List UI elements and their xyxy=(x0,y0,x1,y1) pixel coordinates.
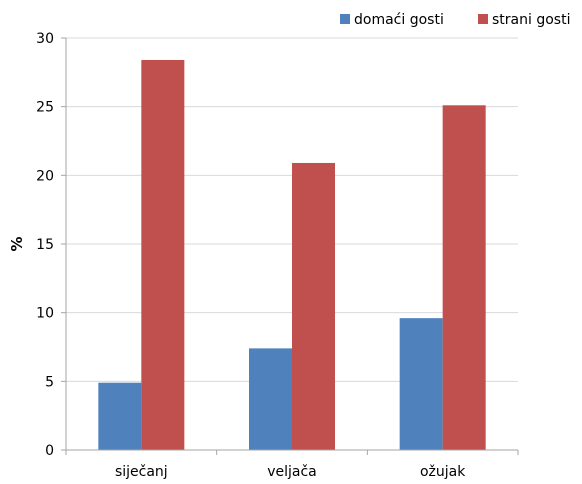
y-axis-title: % xyxy=(8,236,26,251)
x-category-label: ožujak xyxy=(420,464,466,480)
y-tick-label: 30 xyxy=(36,31,54,47)
bar-domaći-gosti-1 xyxy=(249,348,292,450)
legend-label: strani gosti xyxy=(492,12,570,28)
bar-strani-gosti-1 xyxy=(292,162,335,450)
bar-domaći-gosti-2 xyxy=(399,318,443,450)
bar-domaći-gosti-0 xyxy=(98,382,142,450)
bar-strani-gosti-2 xyxy=(442,105,486,450)
y-tick-label: 15 xyxy=(36,237,54,253)
legend-swatch xyxy=(478,14,488,24)
x-category-label: veljača xyxy=(267,464,317,480)
y-tick-label: 20 xyxy=(36,168,54,184)
legend-swatch xyxy=(340,14,350,24)
legend-label: domaći gosti xyxy=(354,12,444,28)
bars xyxy=(98,59,486,451)
y-tick-label: 10 xyxy=(36,306,54,322)
legend: domaći gosti strani gosti xyxy=(340,12,570,28)
x-category-label: siječanj xyxy=(115,464,168,480)
y-tick-label: 25 xyxy=(36,100,54,116)
y-tick-label: 5 xyxy=(45,374,54,390)
bar-strani-gosti-0 xyxy=(141,59,185,451)
axes: 0 5 10 15 20 25 30% siječanj veljača ožujak xyxy=(8,31,519,480)
y-tick-label: 0 xyxy=(45,443,54,459)
